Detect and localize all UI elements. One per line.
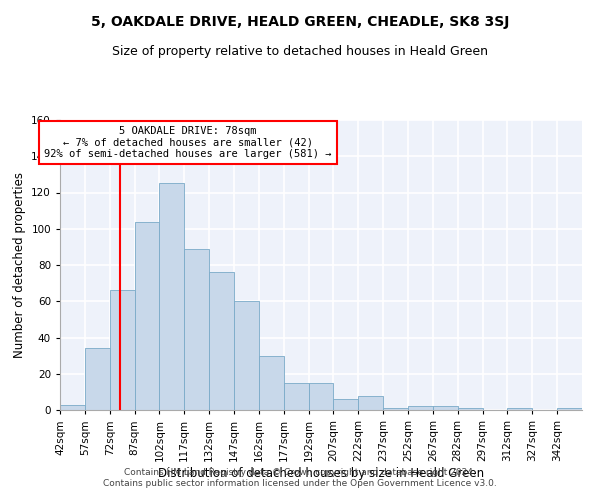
Bar: [134, 222, 160, 410]
Text: 5, OAKDALE DRIVE, HEALD GREEN, CHEADLE, SK8 3SJ: 5, OAKDALE DRIVE, HEALD GREEN, CHEADLE, …: [91, 15, 509, 29]
Bar: [308, 383, 334, 410]
Bar: [209, 272, 234, 410]
Bar: [85, 348, 110, 410]
Bar: [408, 406, 433, 410]
Bar: [433, 406, 458, 410]
Bar: [557, 408, 582, 410]
Bar: [110, 290, 134, 410]
Bar: [60, 404, 85, 410]
Bar: [284, 383, 308, 410]
Bar: [458, 408, 482, 410]
Bar: [334, 399, 358, 410]
Text: 5 OAKDALE DRIVE: 78sqm
← 7% of detached houses are smaller (42)
92% of semi-deta: 5 OAKDALE DRIVE: 78sqm ← 7% of detached …: [44, 126, 332, 159]
Text: Contains HM Land Registry data © Crown copyright and database right 2024.
Contai: Contains HM Land Registry data © Crown c…: [103, 468, 497, 487]
Text: Size of property relative to detached houses in Heald Green: Size of property relative to detached ho…: [112, 45, 488, 58]
Y-axis label: Number of detached properties: Number of detached properties: [13, 172, 26, 358]
Bar: [234, 301, 259, 410]
Bar: [184, 248, 209, 410]
Bar: [508, 408, 532, 410]
Bar: [358, 396, 383, 410]
Bar: [160, 184, 184, 410]
X-axis label: Distribution of detached houses by size in Heald Green: Distribution of detached houses by size …: [158, 466, 484, 479]
Bar: [383, 408, 408, 410]
Bar: [259, 356, 284, 410]
